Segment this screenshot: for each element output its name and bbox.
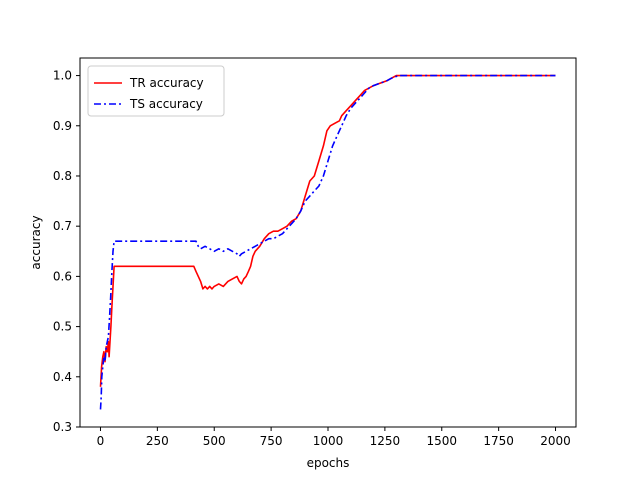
x-tick-label: 0 xyxy=(97,434,105,448)
x-tick-label: 1500 xyxy=(426,434,457,448)
y-tick-label: 0.3 xyxy=(53,420,72,434)
y-axis-label: accuracy xyxy=(29,215,43,269)
y-tick-label: 0.5 xyxy=(53,320,72,334)
x-tick-label: 2000 xyxy=(540,434,571,448)
x-tick-label: 1000 xyxy=(313,434,344,448)
y-axis: 0.3 0.4 0.5 0.6 0.7 0.8 0.9 1.0 xyxy=(53,69,80,434)
x-tick-label: 250 xyxy=(146,434,169,448)
x-tick-label: 1250 xyxy=(370,434,401,448)
x-axis: 0 250 500 750 1000 1250 1500 1750 2000 xyxy=(97,427,571,448)
legend: TR accuracy TS accuracy xyxy=(87,65,225,117)
legend-label-tr-accuracy: TR accuracy xyxy=(129,76,204,90)
legend-label-ts-accuracy: TS accuracy xyxy=(129,97,203,111)
x-tick-label: 750 xyxy=(260,434,283,448)
x-tick-label: 1750 xyxy=(483,434,514,448)
y-tick-label: 0.9 xyxy=(53,119,72,133)
y-tick-label: 0.4 xyxy=(53,370,72,384)
legend-box xyxy=(87,65,225,117)
series-line-ts-accuracy xyxy=(99,74,556,410)
series-layer xyxy=(99,74,556,410)
x-axis-label: epochs xyxy=(307,456,350,470)
y-tick-label: 0.6 xyxy=(53,269,72,283)
y-tick-label: 0.8 xyxy=(53,169,72,183)
x-tick-label: 500 xyxy=(203,434,226,448)
y-tick-label: 1.0 xyxy=(53,69,72,83)
y-tick-label: 0.7 xyxy=(53,219,72,233)
series-line-tr-accuracy xyxy=(99,74,556,387)
